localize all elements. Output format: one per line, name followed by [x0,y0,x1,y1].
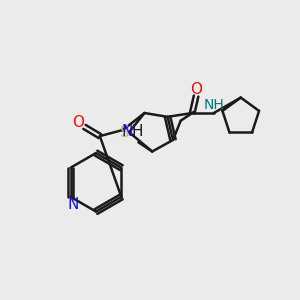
Text: NH: NH [203,98,224,112]
Text: N: N [121,124,133,139]
Text: S: S [120,125,129,140]
Text: O: O [190,82,202,98]
Text: N: N [67,197,79,212]
Text: H: H [131,124,142,139]
Text: O: O [72,115,84,130]
